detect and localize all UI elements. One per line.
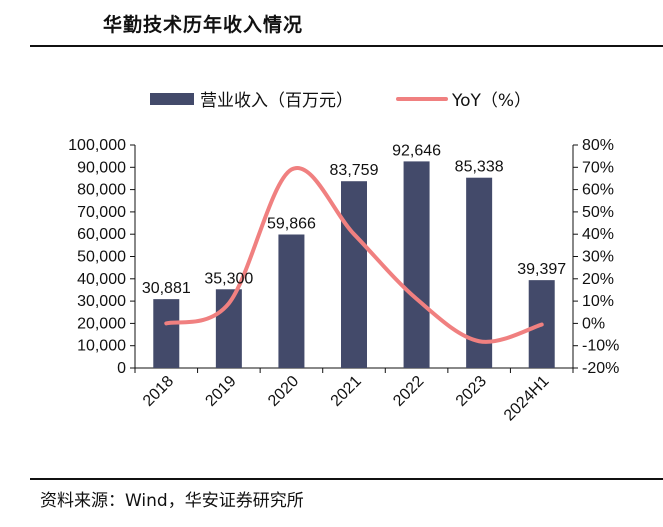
right-tick-label: -10% [582,338,619,355]
left-tick-label: 30,000 [77,293,126,310]
x-tick-label: 2021 [328,373,365,410]
x-tick-label: 2023 [453,373,490,410]
revenue-value-label: 35,300 [204,270,253,287]
right-tick-label: 40% [582,226,614,243]
right-tick-label: -20% [582,360,619,377]
revenue-bar [153,299,180,368]
legend-bar-label: 营业收入（百万元） [200,91,353,111]
legend: 营业收入（百万元） YoY（%） [150,91,531,111]
legend-line-label: YoY（%） [451,91,531,111]
right-tick-label: 80% [582,137,614,154]
page-title: 华勤技术历年收入情况 [103,14,304,36]
yoy-line-layer [164,166,544,344]
right-tick-label: 60% [582,182,614,199]
legend-bar-swatch [150,93,194,105]
left-tick-label: 20,000 [77,315,126,332]
revenue-value-label: 92,646 [392,142,441,159]
x-tick-label: 2024H1 [501,373,553,425]
axes: 0 10,000 20,000 30,000 40,000 50,000 60,000 70,… [68,137,619,377]
yoy-line [164,166,544,344]
left-tick-label: 0 [117,360,126,377]
right-tick-label: 50% [582,204,614,221]
title-rule [30,45,663,47]
revenue-bar [403,161,430,368]
x-tick-label: 2022 [390,373,427,410]
right-tick-label: 30% [582,249,614,266]
right-tick-label: 20% [582,271,614,288]
x-tick-label: 2019 [202,373,239,410]
right-tick-label: 70% [582,159,614,176]
footer-rule [30,478,663,480]
revenue-value-label: 39,397 [517,261,566,278]
right-tick-label: 0% [582,315,605,332]
right-tick-label: 10% [582,293,614,310]
left-tick-label: 10,000 [77,338,126,355]
left-tick-label: 100,000 [68,137,126,154]
left-tick-label: 60,000 [77,226,126,243]
source-note: 资料来源：Wind，华安证券研究所 [40,491,304,511]
x-tick-labels: 2018 2019 2020 2021 2022 2023 2024H1 [140,373,553,425]
revenue-bar [278,234,305,368]
revenue-value-label: 30,881 [142,280,191,297]
data-labels: 30,881 35,300 59,866 83,759 92,646 85,338 39,3… [142,142,566,297]
left-tick-label: 50,000 [77,249,126,266]
revenue-value-label: 85,338 [455,159,504,176]
left-tick-label: 90,000 [77,159,126,176]
revenue-value-label: 83,759 [330,162,379,179]
bars [153,161,555,368]
revenue-bar [341,181,367,368]
revenue-bar [466,177,493,368]
left-tick-label: 40,000 [77,271,126,288]
left-tick-label: 70,000 [77,204,126,221]
x-tick-label: 2018 [140,373,177,410]
left-tick-label: 80,000 [77,182,126,199]
x-tick-label: 2020 [265,373,302,410]
revenue-value-label: 59,866 [267,215,316,232]
